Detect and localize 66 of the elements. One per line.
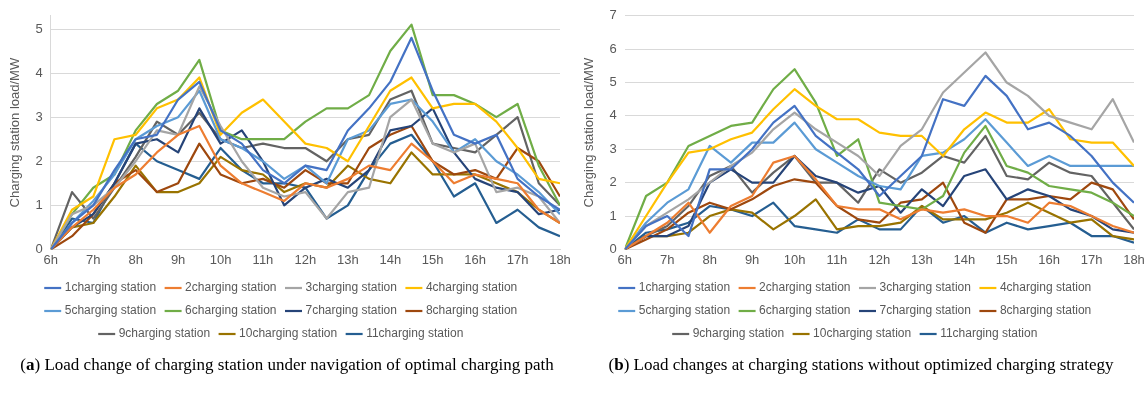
y-tick-label: 3 — [609, 140, 617, 156]
y-tick-label: 5 — [35, 20, 43, 36]
y-tick-label: 0 — [35, 240, 43, 256]
legend-label: 8charging station — [425, 303, 518, 318]
x-tick-label: 12h — [868, 251, 891, 267]
x-tick-label: 8h — [128, 251, 143, 267]
x-tick-label: 14h — [953, 251, 976, 267]
x-tick-label: 12h — [294, 251, 317, 267]
legend-label: 4charging station — [425, 280, 518, 295]
y-tick-label: 6 — [609, 40, 617, 56]
y-tick-label: 2 — [609, 174, 617, 190]
legend-label: 11charging station — [940, 326, 1038, 341]
text: (b) Load changes at charging stations without optimized charging strategy — [607, 354, 1115, 375]
y-tick-label: 0 — [609, 240, 617, 256]
x-tick-label: 15h — [421, 251, 444, 267]
y-tick-label: 5 — [609, 74, 617, 90]
legend-label: 6charging station — [185, 303, 277, 318]
legend-label: 1charging station — [64, 280, 157, 295]
x-tick-label: 15h — [995, 251, 1018, 267]
x-tick-label: 7h — [86, 251, 101, 267]
legend-label: 9charging station — [692, 326, 785, 341]
y-tick-label: 4 — [35, 64, 43, 80]
x-tick-label: 18h — [549, 251, 571, 267]
legend-label: 9charging station — [118, 326, 211, 341]
legend-label: 10charging station — [813, 326, 912, 341]
legend-label: 5charging station — [64, 303, 157, 318]
y-tick-label: 7 — [609, 7, 617, 23]
x-tick-label: 13h — [336, 251, 359, 267]
legend-label: 8charging station — [999, 303, 1092, 318]
legend-label: 2charging station — [185, 280, 277, 295]
x-tick-label: 14h — [379, 251, 402, 267]
y-tick-label: 4 — [609, 107, 617, 123]
x-tick-label: 7h — [660, 251, 675, 267]
x-tick-label: 10h — [783, 251, 806, 267]
x-tick-label: 6h — [617, 251, 633, 267]
legend-label: 3charging station — [879, 280, 971, 295]
x-tick-label: 11h — [252, 251, 274, 267]
x-tick-label: 17h — [506, 251, 529, 267]
legend-label: 7charging station — [879, 303, 971, 318]
legend-label: 5charging station — [638, 303, 731, 318]
legend-label: 2charging station — [759, 280, 851, 295]
x-tick-label: 9h — [744, 251, 760, 267]
legend-label: 7charging station — [305, 303, 397, 318]
text: (a) Load change of charging station under navigation of optimal charging path — [19, 354, 555, 375]
legend-label: 4charging station — [999, 280, 1092, 295]
y-tick-label: 1 — [609, 207, 617, 223]
x-tick-label: 8h — [702, 251, 717, 267]
x-tick-label: 6h — [43, 251, 59, 267]
legend-label: 3charging station — [305, 280, 397, 295]
legend-label: 10charging station — [239, 326, 338, 341]
x-tick-label: 9h — [170, 251, 186, 267]
x-tick-label: 17h — [1080, 251, 1103, 267]
x-tick-label: 10h — [209, 251, 232, 267]
y-axis-title: Charging station load/MW — [7, 57, 23, 208]
y-axis-title: Charging station load/MW — [581, 57, 597, 208]
x-tick-label: 16h — [464, 251, 486, 267]
x-tick-label: 13h — [910, 251, 933, 267]
x-tick-label: 11h — [826, 251, 848, 267]
legend-label: 6charging station — [759, 303, 851, 318]
x-tick-label: 18h — [1123, 251, 1145, 267]
y-tick-label: 1 — [35, 196, 43, 212]
legend-label: 11charging station — [366, 326, 464, 341]
legend-label: 1charging station — [638, 280, 731, 295]
y-tick-label: 3 — [35, 108, 43, 124]
x-tick-label: 16h — [1038, 251, 1060, 267]
y-tick-label: 2 — [35, 152, 43, 168]
